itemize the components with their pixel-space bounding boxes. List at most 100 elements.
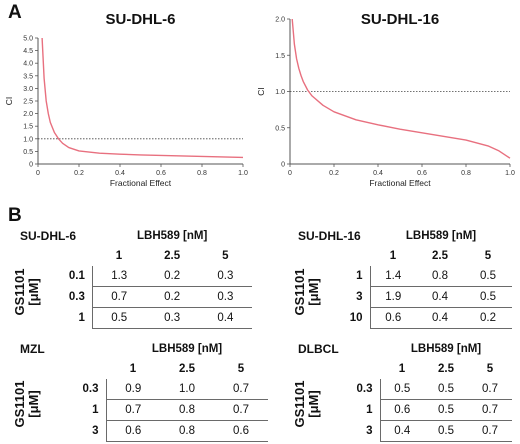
col-label: 2.5 bbox=[179, 363, 195, 375]
ci-value: 0.4 bbox=[416, 307, 464, 329]
ci-value: 0.8 bbox=[416, 266, 464, 287]
row-axis-label-su-dhl-16: GS1101 [μM] bbox=[292, 268, 321, 316]
ci-curve bbox=[41, 37, 244, 159]
ci-value: 0.4 bbox=[416, 286, 464, 308]
ci-table-dlbcl: DLBCL LBH589 [nM] 1 2.5 5 0.3 0.5 0.5 0.… bbox=[298, 339, 512, 442]
table-col-header: LBH589 [nM] bbox=[137, 230, 208, 242]
y-tick-label: 0.5 bbox=[275, 125, 285, 132]
y-tick-label: 2.5 bbox=[23, 99, 33, 106]
y-tick-label: 0 bbox=[29, 162, 33, 169]
table-title: DLBCL bbox=[298, 342, 339, 356]
table-row: 3 0.4 0.5 0.7 bbox=[298, 420, 512, 442]
y-tick-label: 1.5 bbox=[23, 124, 33, 131]
x-tick-label: 0.2 bbox=[329, 170, 339, 177]
col-label: 1 bbox=[389, 250, 397, 262]
row-label: 1 bbox=[356, 270, 363, 283]
row-label: 0.1 bbox=[68, 270, 85, 283]
row-label: 0.3 bbox=[82, 383, 99, 396]
x-tick-label: 0.8 bbox=[197, 170, 207, 177]
ci-value: 0.9 bbox=[105, 379, 160, 400]
table-title: SU-DHL-16 bbox=[298, 229, 361, 243]
col-label: 2.5 bbox=[438, 363, 454, 375]
ci-value: 0.5 bbox=[424, 399, 468, 421]
table-row: 0.1 1.3 0.2 0.3 bbox=[20, 266, 252, 287]
ci-value: 0.7 bbox=[214, 399, 268, 421]
y-tick-label: 4.0 bbox=[23, 61, 33, 68]
col-label: 2.5 bbox=[164, 250, 181, 262]
ci-value: 0.7 bbox=[468, 420, 512, 442]
x-tick-label: 0 bbox=[288, 170, 292, 177]
x-tick-label: 0.4 bbox=[115, 170, 125, 177]
table-row: 10 0.6 0.4 0.2 bbox=[298, 307, 512, 329]
row-label: 3 bbox=[356, 291, 363, 303]
ci-value: 0.6 bbox=[369, 307, 416, 329]
y-tick-label: 1.0 bbox=[275, 89, 285, 96]
ci-value: 0.8 bbox=[160, 399, 214, 421]
ci-value: 1.4 bbox=[369, 266, 416, 287]
table-col-header: LBH589 [nM] bbox=[151, 343, 223, 355]
table-title: MZL bbox=[20, 342, 45, 356]
ci-value: 0.5 bbox=[379, 379, 424, 400]
ci-value: 0.3 bbox=[198, 266, 252, 287]
x-tick-label: 0.2 bbox=[74, 170, 84, 177]
row-label: 1 bbox=[92, 404, 99, 416]
y-tick-label: 0.5 bbox=[23, 149, 33, 156]
ci-value: 0.6 bbox=[214, 420, 268, 442]
row-axis-label-mzl: GS1101 [μM] bbox=[12, 380, 41, 428]
table-row: 1 0.6 0.5 0.7 bbox=[298, 399, 512, 421]
table-row: 1 1.4 0.8 0.5 bbox=[298, 266, 512, 287]
ci-value: 0.4 bbox=[198, 307, 252, 329]
table-col-header: LBH589 [nM] bbox=[410, 343, 482, 355]
ci-value: 0.5 bbox=[91, 307, 146, 329]
x-axis-label: Fractional Effect bbox=[369, 178, 431, 188]
x-tick-label: 0.6 bbox=[156, 170, 166, 177]
x-tick-label: 0.6 bbox=[417, 170, 427, 177]
y-tick-label: 2.0 bbox=[275, 17, 285, 24]
ci-value: 0.3 bbox=[198, 286, 252, 308]
ci-value: 0.7 bbox=[468, 379, 512, 400]
ci-table-su-dhl-6: SU-DHL-6 LBH589 [nM] 1 2.5 5 0.1 1.3 0.2… bbox=[20, 226, 252, 329]
chart-title: SU-DHL-6 bbox=[106, 11, 176, 28]
ci-value: 0.6 bbox=[105, 420, 160, 442]
table-row: 0.3 0.7 0.2 0.3 bbox=[20, 286, 252, 308]
table-row: 1 0.5 0.3 0.4 bbox=[20, 307, 252, 329]
row-label: 0.3 bbox=[68, 291, 85, 303]
y-tick-label: 3.0 bbox=[23, 86, 33, 93]
panel-label-a: A bbox=[8, 2, 22, 23]
y-tick-label: 1.5 bbox=[275, 53, 285, 60]
x-tick-label: 0.8 bbox=[461, 170, 471, 177]
x-tick-label: 0.4 bbox=[373, 170, 383, 177]
ci-curve bbox=[291, 18, 511, 159]
col-label: 2.5 bbox=[432, 250, 448, 262]
col-label: 5 bbox=[484, 250, 492, 262]
y-tick-label: 1.0 bbox=[23, 136, 33, 143]
y-tick-label: 4.5 bbox=[23, 48, 33, 55]
ci-value: 0.2 bbox=[145, 266, 199, 287]
chart-title: SU-DHL-16 bbox=[361, 11, 439, 28]
y-tick-label: 2.0 bbox=[23, 111, 33, 118]
row-label: 3 bbox=[92, 425, 99, 437]
panel-label-b: B bbox=[8, 205, 22, 226]
col-label: 1 bbox=[129, 363, 137, 375]
ci-value: 0.4 bbox=[379, 420, 424, 442]
y-axis-label: CI bbox=[4, 97, 14, 106]
ci-value: 0.7 bbox=[214, 379, 268, 400]
ci-value: 0.3 bbox=[145, 307, 199, 329]
ci-value: 1.0 bbox=[160, 379, 214, 400]
ci-value: 1.3 bbox=[91, 266, 146, 287]
ci-value: 0.6 bbox=[379, 399, 424, 421]
ci-table-su-dhl-16: SU-DHL-16 LBH589 [nM] 1 2.5 5 1 1.4 0.8 … bbox=[298, 226, 512, 329]
row-label: 0.3 bbox=[356, 383, 373, 396]
ci-value: 0.2 bbox=[464, 307, 512, 329]
ci-value: 0.2 bbox=[145, 286, 199, 308]
row-label: 1 bbox=[78, 312, 85, 324]
y-tick-label: 0 bbox=[281, 162, 285, 169]
x-axis-label: Fractional Effect bbox=[110, 178, 172, 188]
ci-value: 1.9 bbox=[369, 286, 416, 308]
x-tick-label: 1.0 bbox=[505, 170, 515, 177]
table-title: SU-DHL-6 bbox=[20, 229, 76, 243]
y-tick-label: 5.0 bbox=[23, 36, 33, 43]
ci-value: 0.5 bbox=[464, 266, 512, 287]
row-axis-label-su-dhl-6: GS1101 [μM] bbox=[12, 268, 41, 316]
col-label: 5 bbox=[222, 250, 229, 262]
